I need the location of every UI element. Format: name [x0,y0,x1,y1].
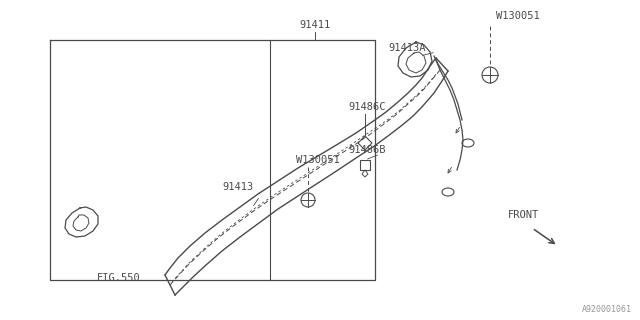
Text: 91413: 91413 [222,182,253,192]
Text: FRONT: FRONT [508,210,540,220]
Text: A920001061: A920001061 [582,305,632,314]
Text: 91411: 91411 [300,20,331,30]
Text: FIG.550: FIG.550 [97,273,141,283]
Text: 91486B: 91486B [348,145,385,155]
Text: 91486C: 91486C [348,102,385,112]
Text: 91413A: 91413A [388,43,426,53]
Text: W130051: W130051 [496,11,540,21]
Bar [360,160,370,170]
Text: W130051: W130051 [296,155,340,165]
